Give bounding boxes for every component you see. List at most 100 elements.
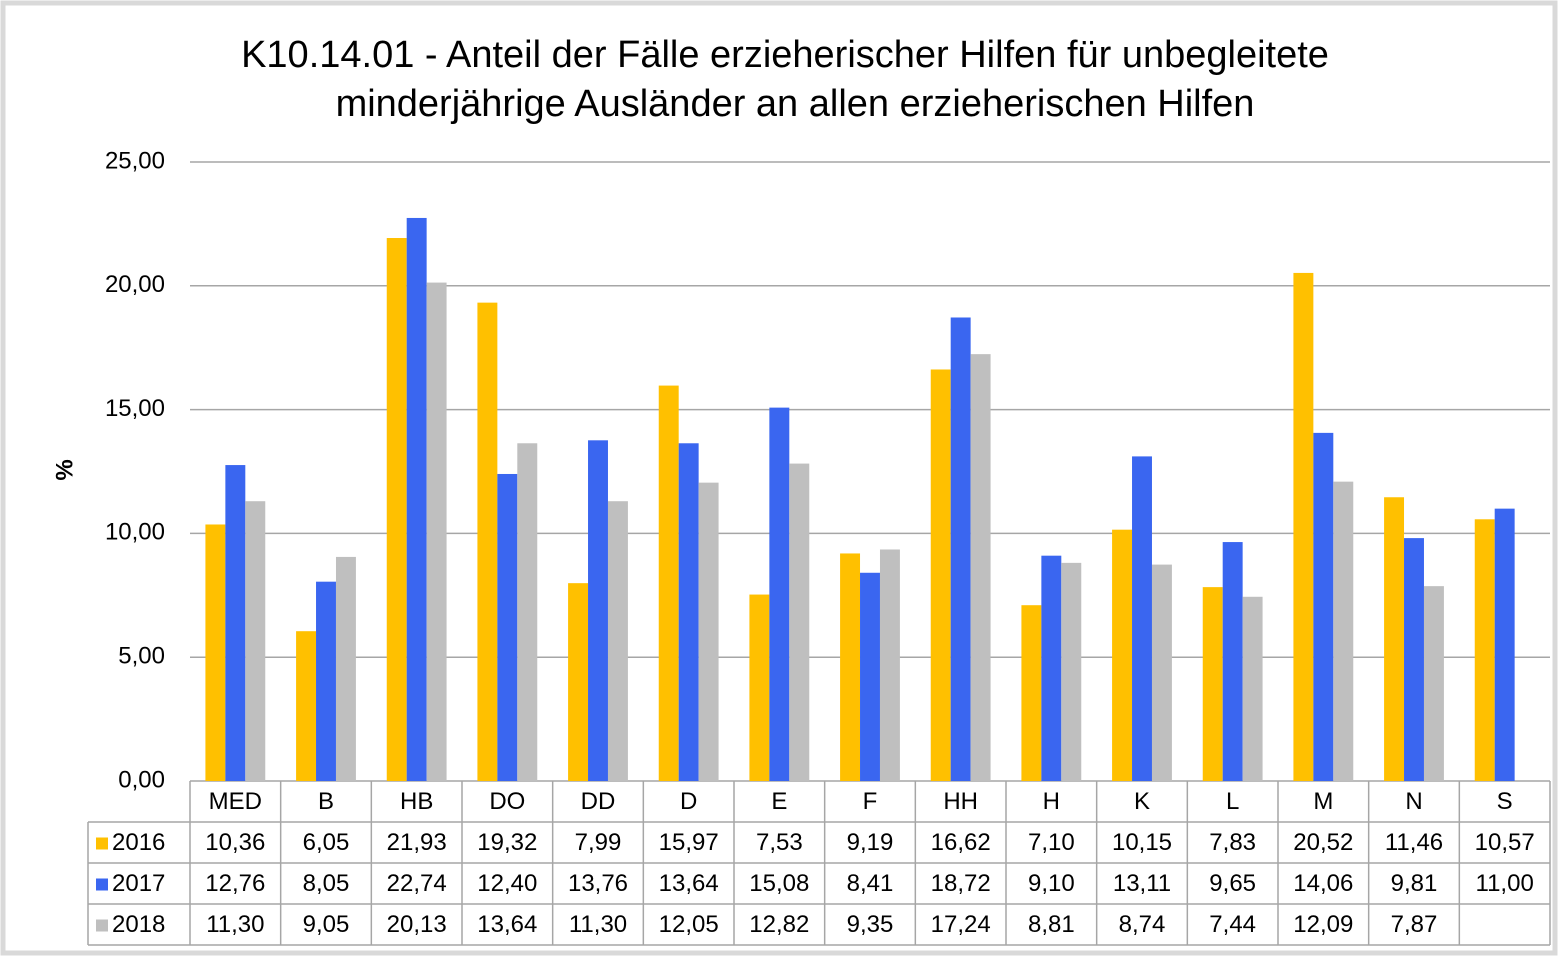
table-value: 8,05	[303, 870, 350, 897]
bar	[789, 463, 810, 781]
legend-swatch	[96, 837, 108, 850]
bar	[860, 572, 880, 781]
x-tick-label: DD	[581, 788, 616, 815]
chart-title: K10.14.01 - Anteil der Fälle erzieherisc…	[241, 34, 1329, 76]
bar	[1061, 562, 1082, 781]
table-value: 9,35	[847, 911, 894, 938]
table-value: 19,32	[477, 829, 537, 856]
table-value: 13,11	[1113, 870, 1171, 897]
bar	[1404, 538, 1424, 781]
bar	[316, 581, 336, 781]
bar	[749, 594, 770, 781]
bar	[879, 549, 900, 781]
y-tick-label: 5,00	[118, 643, 165, 670]
x-tick-label: D	[680, 788, 697, 815]
bar	[497, 473, 518, 781]
bar	[970, 354, 991, 781]
table-value: 9,19	[847, 829, 894, 856]
table-value: 11,46	[1385, 829, 1443, 856]
bar	[607, 501, 628, 781]
bar	[658, 385, 679, 781]
bar	[1333, 481, 1354, 781]
bar	[678, 443, 699, 781]
table-value: 11,30	[569, 911, 627, 938]
table-value: 7,44	[1209, 911, 1256, 938]
y-tick-label: 10,00	[105, 519, 165, 546]
x-tick-label: MED	[209, 788, 262, 815]
table-value: 9,05	[303, 911, 350, 938]
bar	[406, 217, 427, 782]
table-value: 9,81	[1391, 870, 1438, 897]
table-value: 12,76	[205, 870, 265, 897]
legend-label: 2016	[112, 829, 165, 856]
table-value: 13,64	[659, 870, 719, 897]
chart-title: minderjährige Ausländer an allen erziehe…	[336, 83, 1255, 125]
y-axis-label: %	[51, 459, 78, 480]
bar	[950, 317, 971, 781]
bar	[296, 631, 317, 781]
table-value: 13,76	[568, 870, 628, 897]
table-value: 12,82	[749, 911, 809, 938]
bar	[225, 465, 246, 781]
table-value: 15,08	[749, 870, 809, 897]
table-value: 12,09	[1293, 911, 1353, 938]
table-value: 18,72	[931, 870, 991, 897]
table-value: 22,74	[387, 870, 447, 897]
bar	[1222, 542, 1243, 781]
table-value: 16,62	[931, 829, 991, 856]
bar	[1151, 564, 1172, 781]
table-value: 8,41	[847, 870, 894, 897]
table-value: 7,87	[1391, 911, 1438, 938]
bar	[1313, 432, 1334, 781]
legend-label: 2018	[112, 911, 165, 938]
bar	[568, 583, 589, 781]
bar	[517, 443, 538, 781]
x-tick-label: L	[1226, 788, 1239, 815]
y-tick-label: 20,00	[105, 271, 165, 298]
bar	[588, 440, 608, 781]
y-tick-label: 15,00	[105, 395, 165, 422]
legend-swatch	[96, 878, 108, 891]
y-tick-label: 0,00	[118, 766, 165, 793]
table-value: 10,36	[205, 829, 265, 856]
table-value: 20,52	[1293, 829, 1353, 856]
table-value: 12,40	[477, 870, 537, 897]
x-tick-label: N	[1405, 788, 1422, 815]
table-value: 7,53	[756, 829, 803, 856]
bar	[1474, 519, 1495, 781]
table-value: 7,99	[575, 829, 622, 856]
table-value: 10,57	[1475, 829, 1535, 856]
table-value: 20,13	[387, 911, 447, 938]
x-tick-label: DO	[489, 788, 525, 815]
bar	[1021, 605, 1042, 781]
bar	[1202, 587, 1223, 781]
bar	[1041, 555, 1062, 781]
bar	[1384, 497, 1405, 781]
x-tick-label: M	[1313, 788, 1333, 815]
bar	[386, 238, 407, 782]
bar	[930, 369, 951, 781]
bar	[477, 302, 498, 781]
table-value: 8,81	[1028, 911, 1075, 938]
table-value: 7,83	[1209, 829, 1256, 856]
bar	[1132, 456, 1152, 781]
bar	[840, 553, 861, 781]
table-value: 9,65	[1209, 870, 1256, 897]
bar	[1423, 586, 1444, 781]
table-value: 13,64	[477, 911, 537, 938]
bar	[335, 556, 356, 781]
legend-label: 2017	[112, 870, 165, 897]
table-value: 11,30	[206, 911, 264, 938]
table-value: 11,00	[1476, 870, 1534, 897]
x-tick-label: B	[318, 788, 334, 815]
legend-swatch	[96, 919, 108, 932]
table-value: 7,10	[1028, 829, 1075, 856]
bar	[1112, 529, 1133, 781]
table-value: 10,15	[1112, 829, 1172, 856]
bar	[1494, 508, 1515, 781]
table-value: 14,06	[1293, 870, 1353, 897]
x-tick-label: HB	[400, 788, 433, 815]
bar	[1242, 596, 1263, 781]
table-value: 21,93	[387, 829, 447, 856]
bar	[698, 482, 719, 781]
